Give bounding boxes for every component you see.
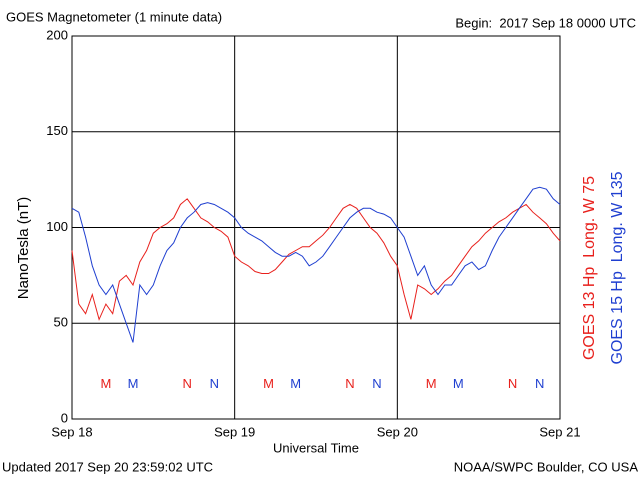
- annotation: M: [453, 376, 464, 391]
- data-line: [71, 198, 561, 321]
- updated-time: Updated 2017 Sep 20 23:59:02 UTC: [2, 459, 213, 474]
- annotation: N: [508, 376, 517, 391]
- begin-time: Begin: 2017 Sep 18 0000 UTC: [455, 15, 636, 30]
- annotation: N: [372, 376, 381, 391]
- annotation: M: [100, 376, 111, 391]
- annotation: M: [290, 376, 301, 391]
- y-tick-label: 0: [61, 410, 68, 425]
- annotation: M: [128, 376, 139, 391]
- annotation: N: [183, 376, 192, 391]
- y-tick-label: 50: [54, 315, 68, 330]
- annotation: M: [263, 376, 274, 391]
- annotation: N: [535, 376, 544, 391]
- credit: NOAA/SWPC Boulder, CO USA: [454, 459, 639, 474]
- y-tick-label: 150: [46, 123, 68, 138]
- data-line: [71, 186, 561, 343]
- x-tick-label: Sep 21: [539, 424, 580, 439]
- x-axis-label: Universal Time: [273, 440, 359, 455]
- x-tick-label: Sep 19: [214, 424, 255, 439]
- annotation: N: [210, 376, 219, 391]
- legend-label: GOES 15 Hp Long. W 135: [609, 171, 626, 364]
- chart-title: GOES Magnetometer (1 minute data): [6, 9, 222, 24]
- annotation: N: [345, 376, 354, 391]
- plot-frame: [71, 35, 561, 420]
- y-axis-label: NanoTesla (nT): [15, 197, 32, 300]
- x-tick-label: Sep 20: [377, 424, 418, 439]
- annotation: M: [426, 376, 437, 391]
- legend-label: GOES 13 Hp Long. W 75: [581, 176, 598, 360]
- y-tick-label: 200: [46, 27, 68, 42]
- y-tick-label: 100: [46, 219, 68, 234]
- x-tick-label: Sep 18: [51, 424, 92, 439]
